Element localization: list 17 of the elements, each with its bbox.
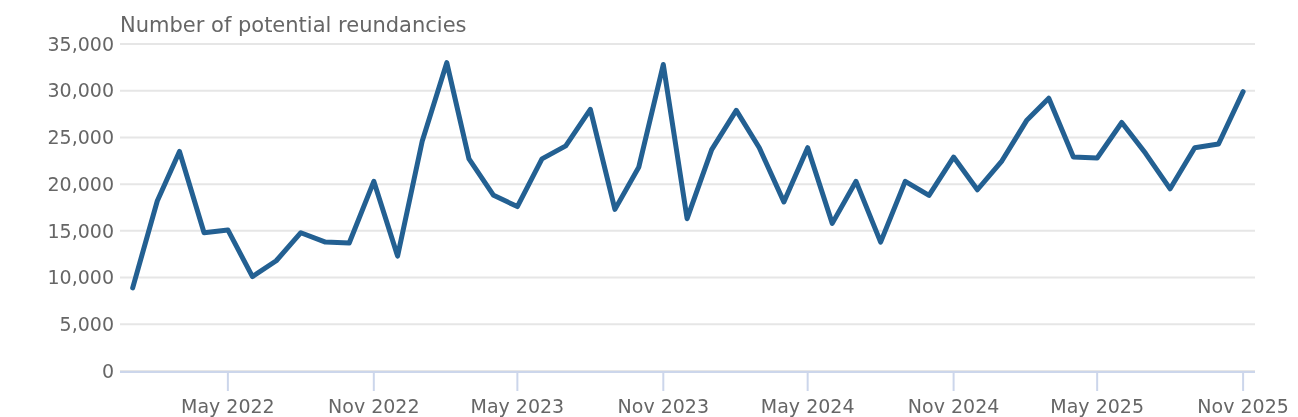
x-tick-label: Nov 2025 — [1197, 395, 1289, 417]
x-tick-label: May 2022 — [181, 395, 275, 417]
x-tick-label: May 2023 — [470, 395, 565, 417]
x-tick-label: May 2024 — [760, 395, 855, 417]
x-tick-label: Nov 2024 — [907, 395, 1000, 417]
y-tick-label: 30,000 — [47, 79, 114, 102]
chart-title: Number of potential reundancies — [120, 13, 467, 37]
y-tick-label: 10,000 — [47, 266, 114, 289]
y-tick-label: 0 — [101, 359, 114, 382]
x-tick-label: Nov 2023 — [617, 395, 710, 417]
x-tick-label: May 2025 — [1050, 395, 1145, 417]
y-tick-label: 15,000 — [47, 219, 114, 242]
x-tick-label: Nov 2022 — [328, 395, 420, 417]
y-tick-label: 5,000 — [59, 312, 114, 335]
y-tick-label: 35,000 — [47, 32, 114, 55]
y-tick-label: 25,000 — [47, 126, 114, 149]
y-tick-label: 20,000 — [47, 172, 114, 195]
